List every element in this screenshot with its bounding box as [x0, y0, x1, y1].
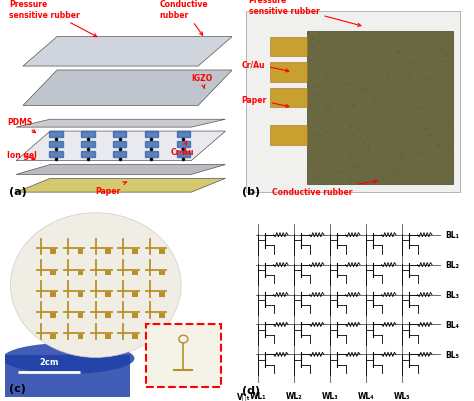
- Bar: [105, 250, 110, 255]
- Bar: [78, 313, 83, 318]
- Text: Cr/Au: Cr/Au: [242, 60, 289, 73]
- Bar: [132, 334, 138, 339]
- Bar: [270, 89, 307, 108]
- Bar: [132, 250, 138, 255]
- Text: Cr/Au: Cr/Au: [171, 142, 194, 156]
- Bar: [81, 132, 95, 138]
- Bar: [105, 271, 110, 276]
- Bar: [50, 250, 56, 255]
- Text: WL₄: WL₄: [358, 391, 375, 400]
- Text: Paper: Paper: [242, 95, 289, 108]
- Bar: [159, 271, 165, 276]
- Bar: [307, 32, 453, 185]
- Ellipse shape: [10, 213, 181, 358]
- Bar: [49, 142, 63, 148]
- Bar: [145, 132, 158, 138]
- Bar: [145, 151, 158, 157]
- Bar: [105, 292, 110, 297]
- Bar: [78, 292, 83, 297]
- Bar: [50, 292, 56, 297]
- Text: V₝ₜ: V₝ₜ: [237, 391, 251, 400]
- Bar: [159, 334, 165, 339]
- Text: Ion gel: Ion gel: [7, 151, 37, 160]
- Text: (c): (c): [9, 383, 26, 393]
- Text: BL₁: BL₁: [445, 231, 459, 240]
- Text: Pressure
sensitive rubber: Pressure sensitive rubber: [9, 0, 97, 38]
- Text: 2cm: 2cm: [39, 357, 59, 366]
- Bar: [113, 151, 127, 157]
- Text: Conductive rubber: Conductive rubber: [272, 180, 377, 196]
- Text: WL₁: WL₁: [250, 391, 267, 400]
- Bar: [50, 334, 56, 339]
- Bar: [81, 151, 95, 157]
- Text: WL₂: WL₂: [286, 391, 303, 400]
- Bar: [50, 271, 56, 276]
- Bar: [159, 250, 165, 255]
- Text: BL₃: BL₃: [445, 290, 459, 299]
- Text: Pressure
sensitive rubber: Pressure sensitive rubber: [248, 0, 361, 27]
- Text: (b): (b): [242, 186, 260, 196]
- Bar: [176, 151, 190, 157]
- Bar: [78, 334, 83, 339]
- Polygon shape: [5, 354, 130, 397]
- Text: WL₃: WL₃: [322, 391, 339, 400]
- Bar: [145, 142, 158, 148]
- Bar: [105, 334, 110, 339]
- Polygon shape: [16, 132, 226, 161]
- Bar: [159, 313, 165, 318]
- Text: (d): (d): [242, 385, 260, 395]
- Ellipse shape: [2, 343, 135, 374]
- Bar: [176, 132, 190, 138]
- Bar: [270, 37, 307, 57]
- Bar: [113, 142, 127, 148]
- Polygon shape: [16, 120, 226, 128]
- Text: IGZO: IGZO: [191, 74, 212, 89]
- Polygon shape: [23, 71, 232, 106]
- Bar: [132, 271, 138, 276]
- Text: BL₅: BL₅: [445, 350, 459, 359]
- Text: WL₅: WL₅: [394, 391, 411, 400]
- Bar: [50, 313, 56, 318]
- Bar: [49, 132, 63, 138]
- Polygon shape: [16, 165, 226, 175]
- Bar: [105, 313, 110, 318]
- Text: BL₂: BL₂: [445, 261, 459, 269]
- Bar: [132, 313, 138, 318]
- Polygon shape: [23, 37, 232, 67]
- Bar: [146, 324, 221, 387]
- Text: PDMS: PDMS: [7, 117, 36, 133]
- Bar: [78, 271, 83, 276]
- Text: BL₄: BL₄: [445, 320, 459, 329]
- Bar: [159, 292, 165, 297]
- Bar: [78, 250, 83, 255]
- Text: (a): (a): [9, 186, 27, 196]
- Text: Conductive
rubber: Conductive rubber: [159, 0, 208, 36]
- Bar: [270, 63, 307, 83]
- Polygon shape: [16, 179, 226, 192]
- Bar: [81, 142, 95, 148]
- Bar: [270, 126, 307, 146]
- Text: Paper: Paper: [96, 182, 127, 195]
- Bar: [176, 142, 190, 148]
- Bar: [49, 151, 63, 157]
- Bar: [113, 132, 127, 138]
- Bar: [132, 292, 138, 297]
